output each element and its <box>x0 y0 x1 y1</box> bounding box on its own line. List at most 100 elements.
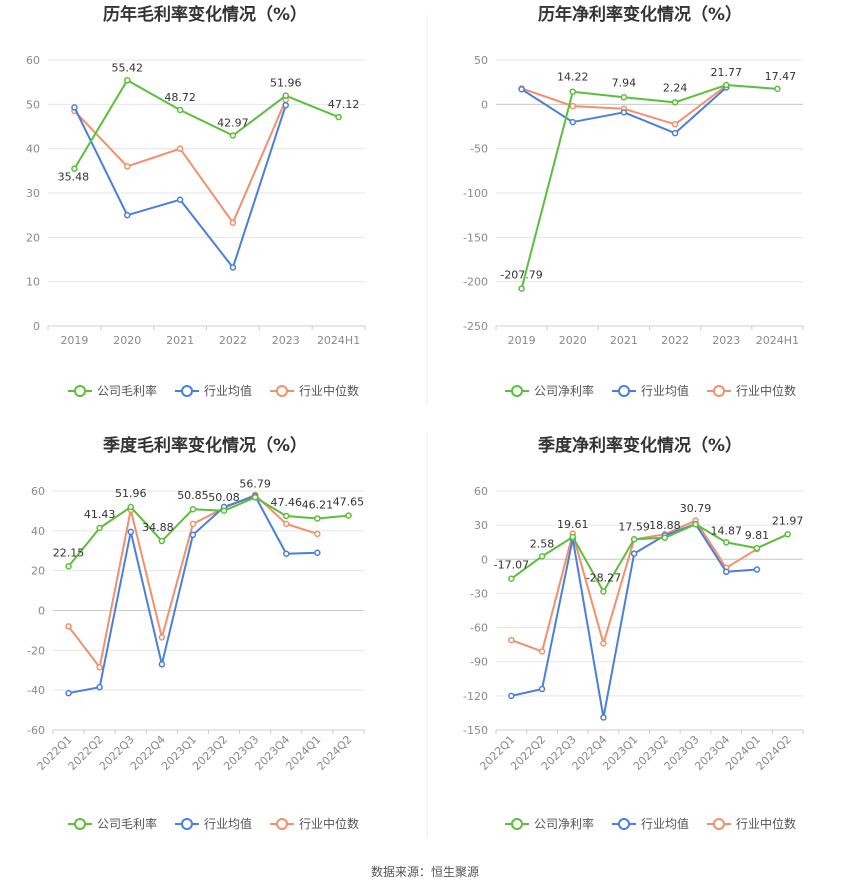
data-point-company <box>723 81 730 89</box>
quarterly-net-margin-chart: 季度净利率变化情况（%）-150-120-90-60-30030602022Q1… <box>463 435 804 831</box>
data-label: 51.96 <box>115 487 147 500</box>
x-tick-label: 2023 <box>272 334 300 347</box>
y-tick-label: 0 <box>481 553 488 566</box>
legend-swatch-marker <box>181 385 193 397</box>
x-tick-label: 2021 <box>610 334 638 347</box>
data-point-avg <box>671 129 679 137</box>
legend-label: 行业均值 <box>204 816 252 831</box>
y-tick-label: 30 <box>26 187 40 200</box>
data-point-company <box>127 503 134 511</box>
legend-label: 行业中位数 <box>299 383 359 398</box>
data-point-company <box>774 85 781 93</box>
data-point-avg <box>282 101 289 109</box>
y-tick-label: 50 <box>26 98 40 111</box>
data-label: 19.61 <box>557 518 589 531</box>
data-point-median <box>314 530 321 538</box>
y-tick-label: -30 <box>470 587 488 600</box>
legend-label: 行业中位数 <box>736 816 796 831</box>
data-point-avg <box>124 211 131 219</box>
data-point-median <box>671 121 679 128</box>
data-point-company <box>65 563 72 570</box>
y-tick-label: 20 <box>31 565 45 578</box>
legend-label: 公司毛利率 <box>97 383 157 398</box>
x-tick-label: 2019 <box>60 334 88 347</box>
data-point-avg <box>569 118 576 126</box>
data-point-company <box>229 132 237 139</box>
x-tick-label: 2022 <box>219 334 247 347</box>
data-point-avg <box>538 685 546 693</box>
data-point-company <box>620 94 628 101</box>
data-point-avg <box>630 550 638 557</box>
data-label: 50.85 <box>177 489 209 502</box>
data-label: 21.97 <box>772 514 804 527</box>
data-point-avg <box>600 714 607 721</box>
x-tick-label: 2019 <box>508 334 536 347</box>
legend-label: 公司毛利率 <box>97 816 157 831</box>
annual-gross-margin-chart: 历年毛利率变化情况（%） 0 10 20 30 40 50 60 2019 2020 2021 202… <box>26 4 366 398</box>
data-label: 55.42 <box>112 61 144 74</box>
x-tick-label: 2024H1 <box>756 334 799 347</box>
data-point-company <box>518 285 525 292</box>
annual-net-margin-chart: 历年净利率变化情况（%） -250 -200 -150 -100 -50 0 50 2019 20… <box>463 4 804 398</box>
legend-label: 行业中位数 <box>299 816 359 831</box>
data-point-company <box>569 88 576 95</box>
data-point-avg <box>508 692 515 700</box>
data-label: 30.79 <box>680 502 712 515</box>
data-point-company <box>671 99 679 106</box>
data-point-avg <box>189 531 197 539</box>
data-label: 17.59 <box>618 520 650 533</box>
y-tick-label: -250 <box>463 320 488 333</box>
series-line-company <box>73 79 339 170</box>
y-tick-label: 0 <box>481 98 488 111</box>
data-label: 50.08 <box>208 491 240 504</box>
legend-swatch-marker <box>181 818 193 830</box>
series-line-company <box>520 84 778 289</box>
legend-label: 行业均值 <box>204 383 252 398</box>
data-point-company <box>335 113 342 121</box>
data-label: 47.12 <box>328 98 360 111</box>
chart-title: 历年毛利率变化情况（%） <box>103 4 307 25</box>
data-point-company <box>538 553 546 560</box>
data-label: 34.88 <box>142 521 174 534</box>
data-point-avg <box>71 104 78 111</box>
data-label: -207.79 <box>500 269 542 282</box>
x-tick-label: 2023 <box>712 334 740 347</box>
legend-label: 公司净利率 <box>534 383 594 398</box>
data-point-median <box>176 145 184 152</box>
series-line-avg <box>73 104 287 269</box>
y-tick-label: -60 <box>27 724 45 737</box>
legend-swatch-marker <box>74 818 86 830</box>
data-point-avg <box>518 86 525 93</box>
data-point-avg <box>753 566 761 573</box>
legend-swatch-marker <box>618 818 630 830</box>
data-point-median <box>158 634 166 641</box>
legend-swatch-marker <box>511 818 523 830</box>
data-point-avg <box>314 549 321 556</box>
data-label: 14.22 <box>557 71 589 84</box>
data-label: 17.47 <box>765 70 797 83</box>
data-point-company <box>176 106 184 114</box>
legend-swatch-marker <box>618 385 630 397</box>
y-tick-label: -20 <box>27 644 45 657</box>
data-label: 9.81 <box>745 529 770 542</box>
data-point-avg <box>65 689 72 697</box>
data-point-company <box>158 537 166 545</box>
data-point-median <box>538 648 546 655</box>
chart-title: 季度净利率变化情况（%） <box>538 435 742 456</box>
data-label: 2.24 <box>663 81 688 94</box>
legend-swatch-marker <box>276 385 288 397</box>
y-tick-label: -200 <box>463 276 488 289</box>
data-point-median <box>189 520 197 528</box>
legend-swatch-marker <box>74 385 86 397</box>
data-label: 14.87 <box>711 524 743 537</box>
data-label: 46.21 <box>302 498 334 511</box>
chart-title: 历年净利率变化情况（%） <box>538 4 742 25</box>
data-point-company <box>784 531 791 538</box>
y-tick-label: -60 <box>470 622 488 635</box>
y-tick-label: 60 <box>31 485 45 498</box>
data-point-company <box>630 536 638 543</box>
data-label: 41.43 <box>84 508 116 521</box>
y-tick-label: -150 <box>463 724 488 737</box>
y-tick-label: 50 <box>474 54 488 67</box>
data-point-avg <box>176 196 184 203</box>
